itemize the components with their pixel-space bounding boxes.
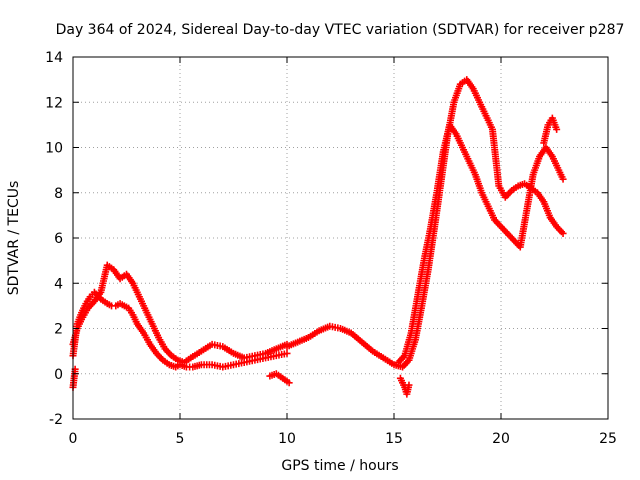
- y-tick-label: -2: [49, 412, 63, 428]
- x-tick-label: 15: [385, 431, 403, 447]
- y-tick-label: 10: [45, 141, 63, 157]
- data-point: [559, 175, 567, 183]
- x-tick-label: 25: [599, 431, 617, 447]
- x-tick-label: 5: [176, 431, 185, 447]
- data-point: [405, 381, 413, 389]
- y-tick-label: 12: [45, 95, 63, 111]
- data-point: [285, 379, 293, 387]
- y-tick-label: 6: [54, 231, 63, 247]
- series-trace-f: [396, 374, 413, 398]
- data-point: [559, 229, 567, 237]
- y-tick-label: 2: [54, 322, 63, 338]
- x-tick-label: 20: [492, 431, 510, 447]
- grid: [73, 57, 608, 419]
- y-axis-label: SDTVAR / TECUs: [6, 181, 22, 296]
- x-axis-label: GPS time / hours: [281, 458, 398, 474]
- y-tick-label: 4: [54, 276, 63, 292]
- series-trace-h: [540, 114, 561, 147]
- series-trace-b: [69, 261, 291, 366]
- chart-title: Day 364 of 2024, Sidereal Day-to-day VTE…: [56, 22, 625, 38]
- y-tick-label: 0: [54, 367, 63, 383]
- data-point: [553, 125, 561, 133]
- data-points: [69, 76, 567, 398]
- y-tick-label: 8: [54, 186, 63, 202]
- series-trace-e: [266, 370, 293, 387]
- x-tick-label: 0: [69, 431, 78, 447]
- data-point: [283, 349, 291, 357]
- x-tick-label: 10: [278, 431, 296, 447]
- series-trace-g: [69, 365, 79, 391]
- series-trace-d: [394, 121, 567, 366]
- y-tick-label: 14: [45, 50, 63, 66]
- axis-ticks: 0 5 10 15 20 25 -2 0 2 4 6 8 10 12 14: [45, 50, 617, 447]
